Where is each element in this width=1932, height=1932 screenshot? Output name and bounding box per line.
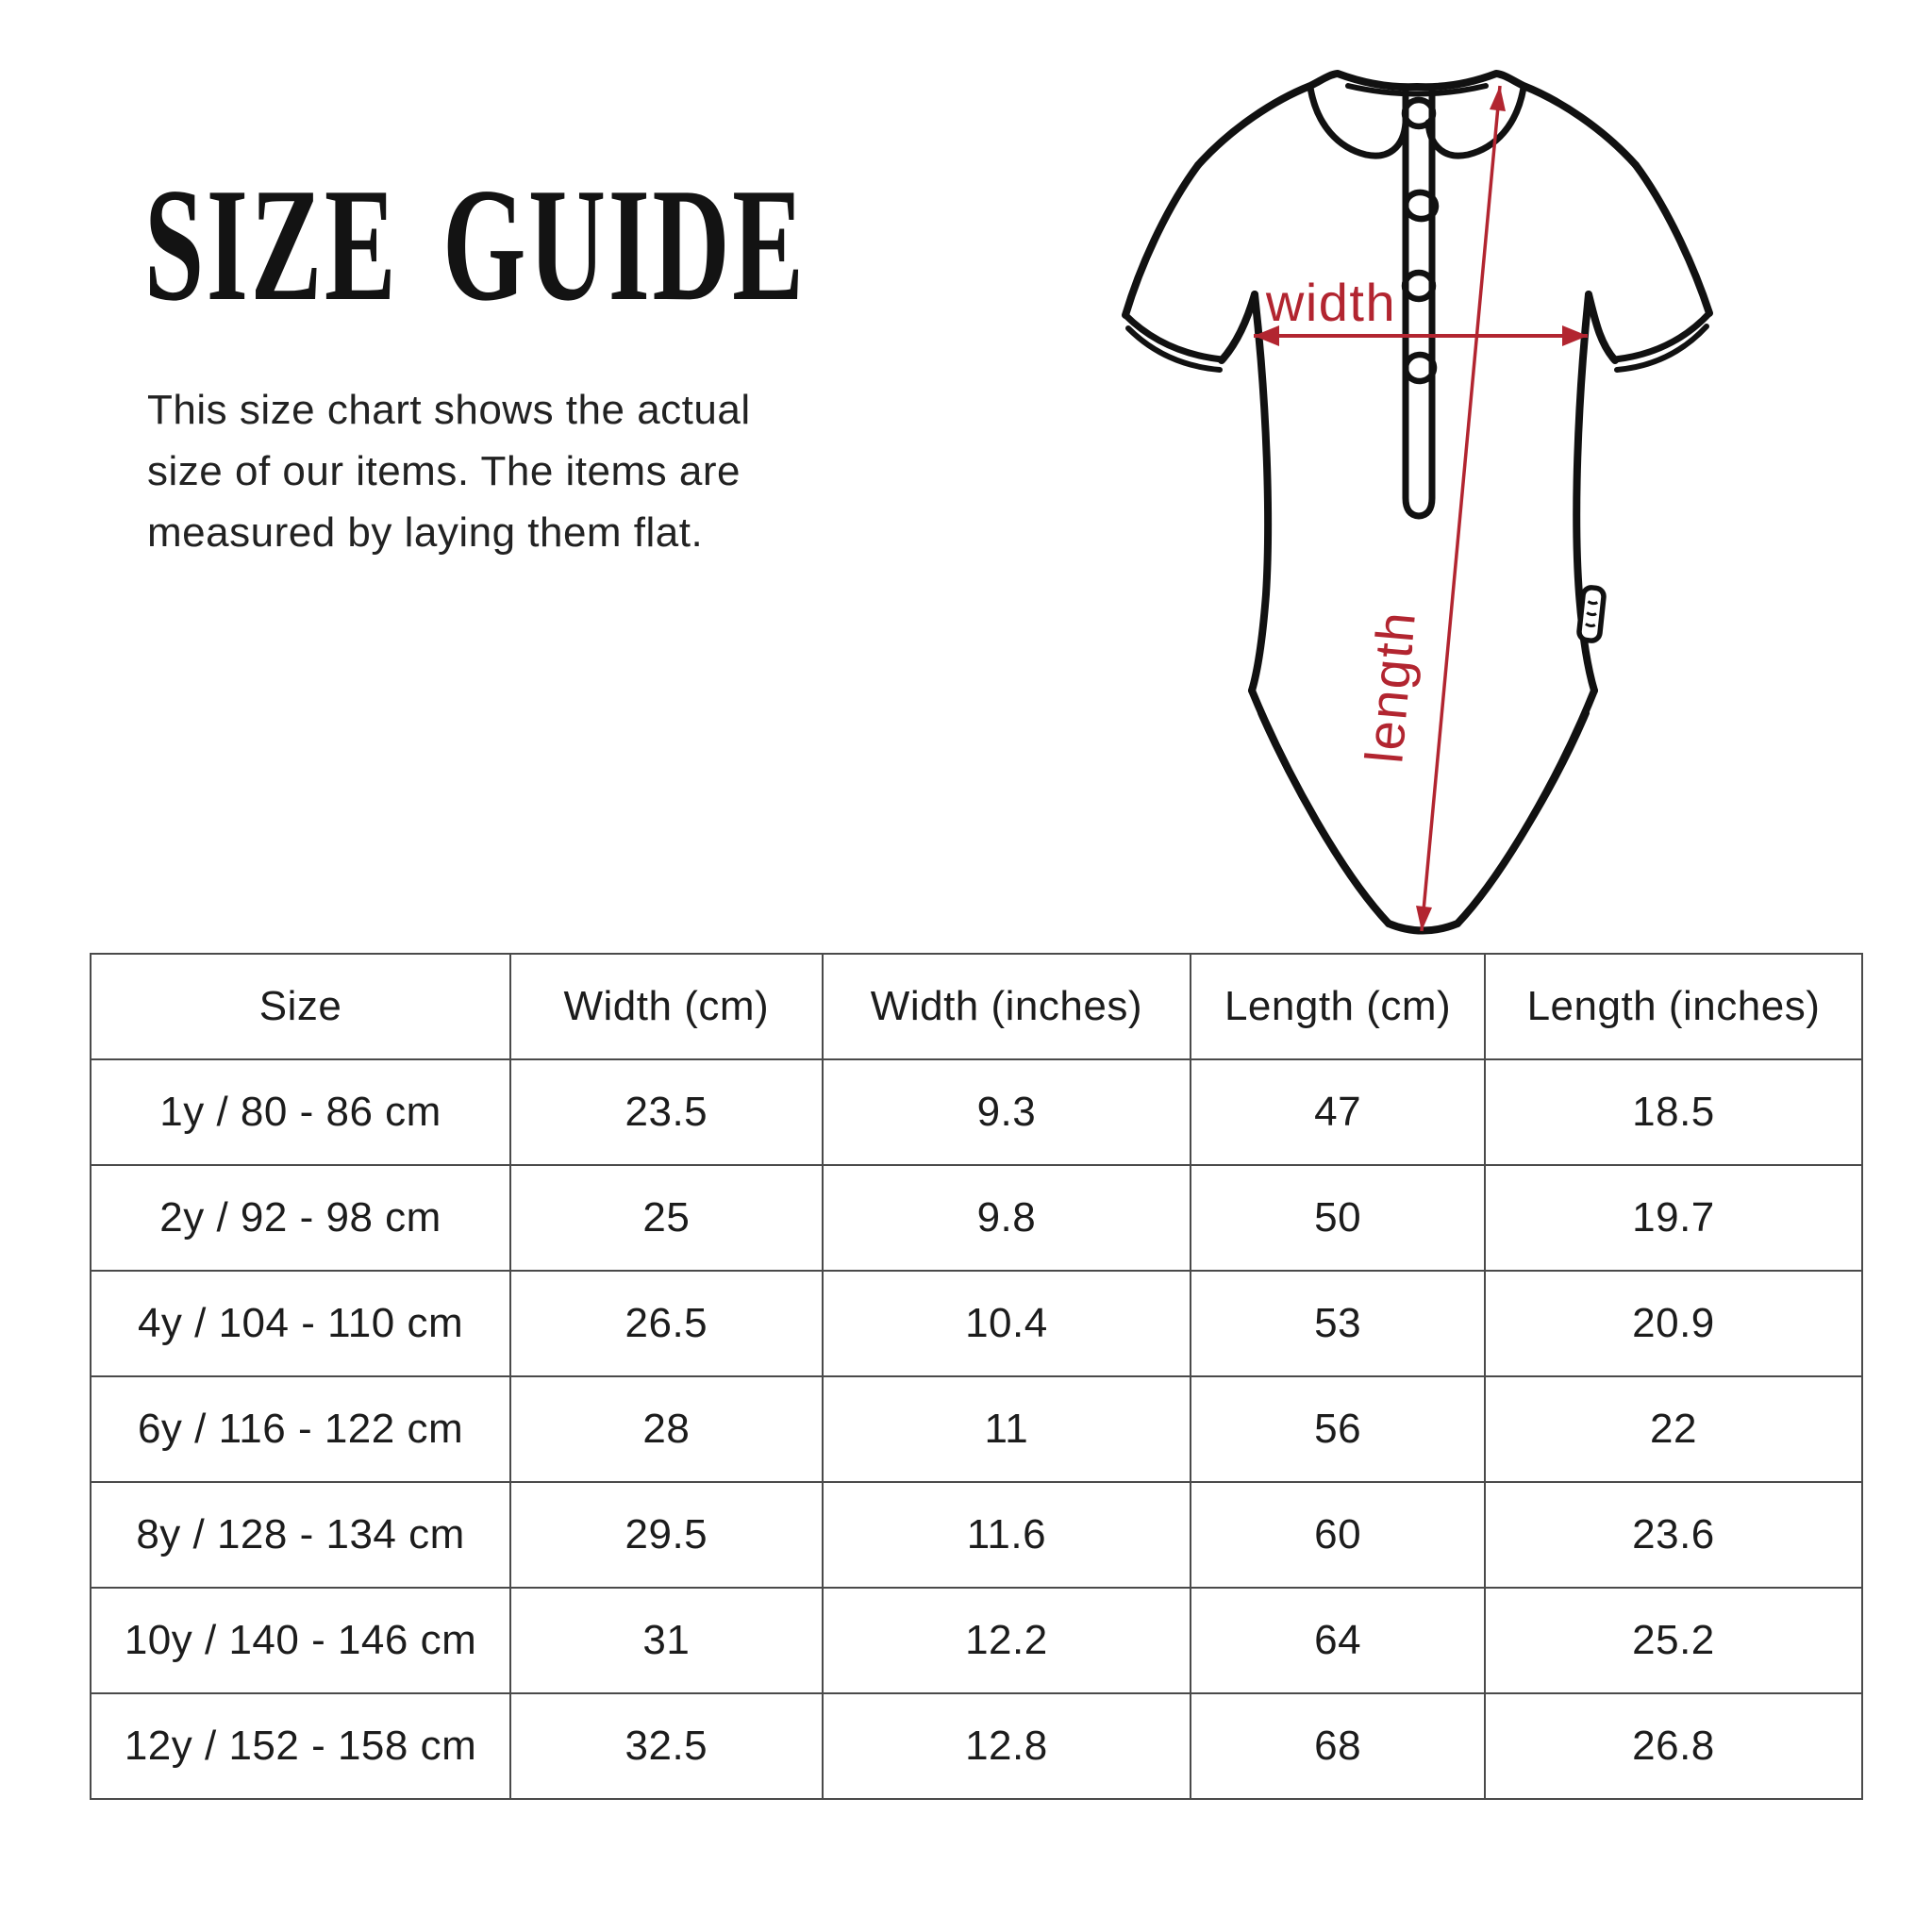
width-cm-cell: 23.5	[509, 1058, 824, 1166]
table-row: 6y / 116 - 122 cm 28 11 56 22	[89, 1375, 1864, 1483]
width-cm-cell: 29.5	[509, 1481, 824, 1589]
size-table: Size Width (cm) Width (inches) Length (c…	[89, 953, 1864, 1800]
size-cell: 12y / 152 - 158 cm	[89, 1692, 512, 1800]
table-row: 4y / 104 - 110 cm 26.5 10.4 53 20.9	[89, 1270, 1864, 1377]
column-header-length-cm: Length (cm)	[1190, 953, 1486, 1060]
length-inches-cell: 22	[1483, 1375, 1864, 1483]
length-inches-cell: 25.2	[1483, 1587, 1864, 1694]
column-header-width-cm: Width (cm)	[509, 953, 824, 1060]
page-title: SIZE GUIDE	[144, 156, 807, 335]
width-cm-cell: 31	[509, 1587, 824, 1694]
bodysuit-size-diagram: width length	[1122, 70, 1713, 935]
column-header-width-inches: Width (inches)	[821, 953, 1192, 1060]
table-row: 1y / 80 - 86 cm 23.5 9.3 47 18.5	[89, 1058, 1864, 1166]
length-cm-cell: 60	[1190, 1481, 1486, 1589]
width-inches-cell: 11	[821, 1375, 1192, 1483]
length-measure-label: length	[1354, 608, 1426, 765]
buttons	[1401, 96, 1440, 385]
width-inches-cell: 11.6	[821, 1481, 1192, 1589]
size-cell: 6y / 116 - 122 cm	[89, 1375, 512, 1483]
length-inches-cell: 23.6	[1483, 1481, 1864, 1589]
table-row: 2y / 92 - 98 cm 25 9.8 50 19.7	[89, 1164, 1864, 1272]
description-line: size of our items. The items are	[147, 448, 741, 494]
description: This size chart shows the actual size of…	[147, 379, 751, 563]
width-inches-cell: 12.8	[821, 1692, 1192, 1800]
width-cm-cell: 26.5	[509, 1270, 824, 1377]
table-row: 10y / 140 - 146 cm 31 12.2 64 25.2	[89, 1587, 1864, 1694]
description-line: This size chart shows the actual	[147, 387, 751, 433]
button-placket	[1402, 83, 1436, 520]
length-inches-cell: 26.8	[1483, 1692, 1864, 1800]
length-inches-cell: 19.7	[1483, 1164, 1864, 1272]
length-cm-cell: 64	[1190, 1587, 1486, 1694]
width-cm-cell: 32.5	[509, 1692, 824, 1800]
length-cm-cell: 68	[1190, 1692, 1486, 1800]
size-cell: 8y / 128 - 134 cm	[89, 1481, 512, 1589]
width-arrow	[1254, 325, 1588, 346]
width-inches-cell: 9.8	[821, 1164, 1192, 1272]
length-cm-cell: 53	[1190, 1270, 1486, 1377]
column-header-size: Size	[89, 953, 512, 1060]
side-tag	[1576, 585, 1607, 643]
table-row: 12y / 152 - 158 cm 32.5 12.8 68 26.8	[89, 1692, 1864, 1800]
length-cm-cell: 56	[1190, 1375, 1486, 1483]
description-line: measured by laying them flat.	[147, 509, 704, 556]
width-inches-cell: 12.2	[821, 1587, 1192, 1694]
bodysuit-outline-icon	[1122, 70, 1713, 935]
width-inches-cell: 10.4	[821, 1270, 1192, 1377]
length-cm-cell: 47	[1190, 1058, 1486, 1166]
width-cm-cell: 25	[509, 1164, 824, 1272]
length-inches-cell: 18.5	[1483, 1058, 1864, 1166]
size-cell: 2y / 92 - 98 cm	[89, 1164, 512, 1272]
width-cm-cell: 28	[509, 1375, 824, 1483]
length-cm-cell: 50	[1190, 1164, 1486, 1272]
size-cell: 4y / 104 - 110 cm	[89, 1270, 512, 1377]
table-header-row: Size Width (cm) Width (inches) Length (c…	[89, 953, 1864, 1060]
size-cell: 1y / 80 - 86 cm	[89, 1058, 512, 1166]
width-measure-label: width	[1265, 273, 1396, 332]
size-cell: 10y / 140 - 146 cm	[89, 1587, 512, 1694]
length-inches-cell: 20.9	[1483, 1270, 1864, 1377]
column-header-length-inches: Length (inches)	[1483, 953, 1864, 1060]
width-inches-cell: 9.3	[821, 1058, 1192, 1166]
length-arrow	[1416, 85, 1506, 932]
table-row: 8y / 128 - 134 cm 29.5 11.6 60 23.6	[89, 1481, 1864, 1589]
